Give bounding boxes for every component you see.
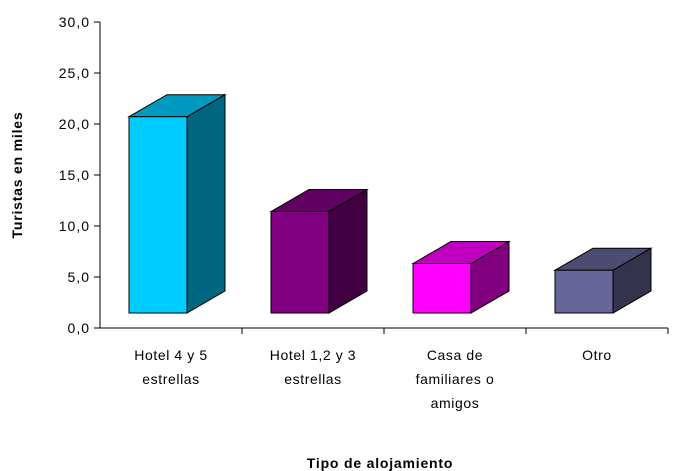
bar-front-face — [128, 116, 188, 314]
bar-front-face — [270, 211, 330, 314]
y-axis-title: Turistas en miles — [9, 112, 25, 239]
y-axis: 0,0 5,0 10,0 15,0 20,0 25,0 30,0 — [59, 14, 101, 336]
bars — [127, 93, 653, 314]
y-tick-label: 0,0 — [68, 320, 90, 336]
y-tick-label: 5,0 — [68, 269, 90, 285]
category-labels: Hotel 4 y 5 estrellas Hotel 1,2 y 3 estrell… — [134, 347, 612, 411]
bar — [553, 247, 653, 314]
y-tick-label: 15,0 — [59, 167, 90, 183]
x-axis-title: Tipo de alojamiento — [307, 455, 453, 471]
y-tick-label: 25,0 — [59, 65, 90, 81]
x-category-label: Hotel 1,2 y 3 estrellas — [270, 347, 356, 387]
x-axis — [100, 327, 669, 334]
bar-side-face — [186, 93, 226, 314]
bar — [127, 93, 227, 314]
y-tick-label: 10,0 — [59, 218, 90, 234]
y-tick-label: 30,0 — [59, 14, 90, 30]
bar-front-face — [554, 269, 614, 314]
x-category-label: Otro — [582, 347, 612, 363]
x-category-label: Casa de familiares o amigos — [416, 347, 495, 411]
bar — [269, 188, 369, 314]
y-tick-label: 20,0 — [59, 116, 90, 132]
x-category-label: Hotel 4 y 5 estrellas — [134, 347, 208, 387]
bar-front-face — [412, 263, 472, 314]
bar — [411, 240, 511, 314]
